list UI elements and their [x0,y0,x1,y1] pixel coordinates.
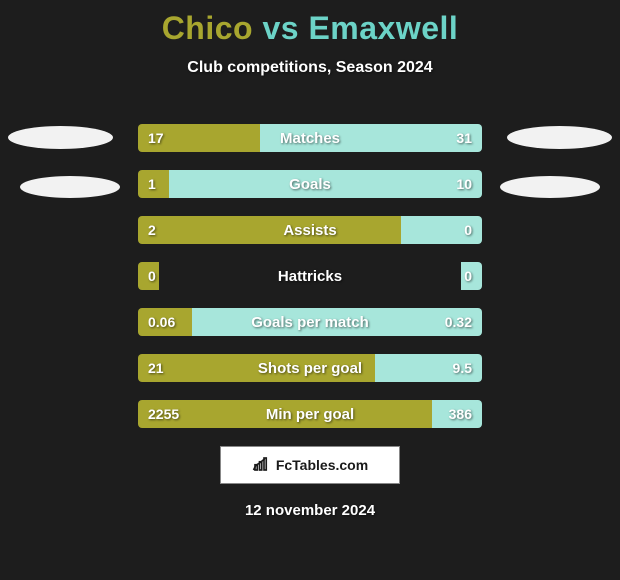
stat-row: Hattricks00 [138,262,482,290]
avatar-player2-bottom [500,176,600,198]
title-player1: Chico [162,10,253,46]
stats-bars: Matches1731 Goals110 Assists20 Hattricks00 G… [138,124,482,446]
chart-icon [252,455,270,476]
footer-date: 12 november 2024 [0,502,620,519]
stat-bar-left [138,170,169,198]
stat-bar-left [138,262,159,290]
stat-label: Hattricks [138,262,482,290]
stat-bar-right [432,400,482,428]
stat-bar-right [461,262,482,290]
avatar-player1-top [8,126,113,149]
stat-row: Min per goal2255386 [138,400,482,428]
credit-label: FcTables.com [276,457,368,473]
avatar-player2-top [507,126,612,149]
subtitle: Club competitions, Season 2024 [0,59,620,77]
stat-row: Matches1731 [138,124,482,152]
stat-bar-right [169,170,482,198]
stat-row: Goals110 [138,170,482,198]
stat-bar-left [138,354,375,382]
stat-bar-left [138,124,260,152]
title-vs: vs [262,10,299,46]
stat-bar-right [401,216,482,244]
stat-row: Shots per goal219.5 [138,354,482,382]
comparison-infographic: Chico vs Emaxwell Club competitions, Sea… [0,0,620,580]
stat-row: Goals per match0.060.32 [138,308,482,336]
title-player2: Emaxwell [308,10,458,46]
stat-bar-left [138,216,401,244]
avatar-player1-bottom [20,176,120,198]
stat-bar-right [375,354,482,382]
stat-bar-right [260,124,482,152]
page-title: Chico vs Emaxwell [0,0,620,47]
stat-row: Assists20 [138,216,482,244]
stat-bar-left [138,400,432,428]
stat-bar-left [138,308,192,336]
stat-bar-right [192,308,482,336]
credit-badge: FcTables.com [220,446,400,484]
